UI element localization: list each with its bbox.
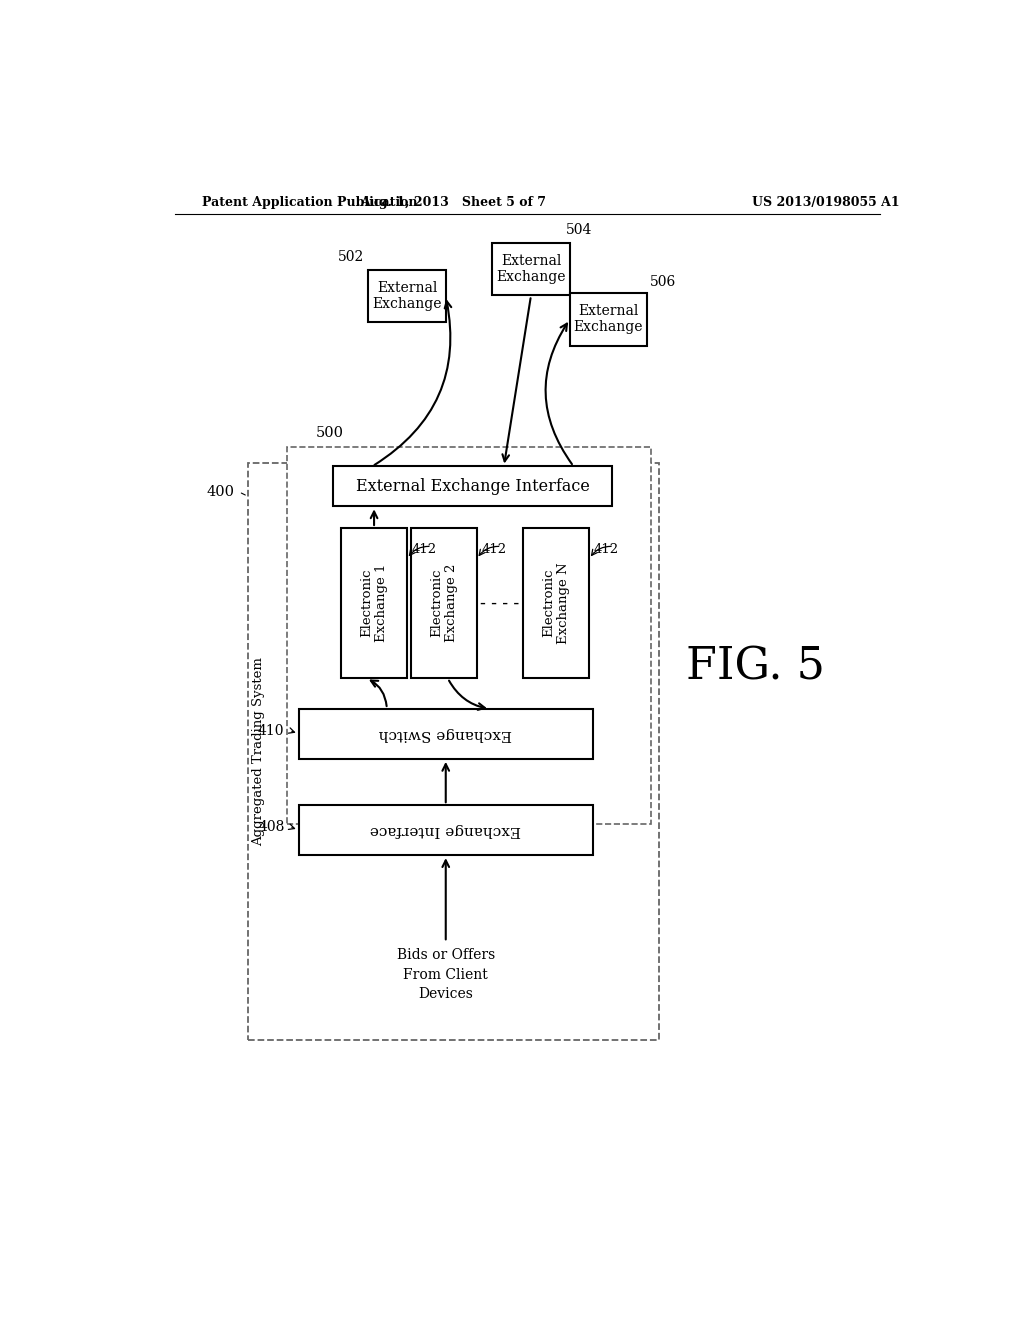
- Text: US 2013/0198055 A1: US 2013/0198055 A1: [752, 195, 899, 209]
- Text: 506: 506: [649, 276, 676, 289]
- Text: 504: 504: [566, 223, 592, 238]
- Bar: [411, 528, 477, 678]
- Text: External
Exchange: External Exchange: [573, 304, 643, 334]
- Bar: [523, 528, 589, 678]
- Text: 500: 500: [315, 426, 343, 441]
- Bar: [334, 466, 612, 507]
- Text: Aug. 1, 2013   Sheet 5 of 7: Aug. 1, 2013 Sheet 5 of 7: [360, 195, 547, 209]
- Text: 412: 412: [412, 543, 437, 556]
- Text: External Exchange Interface: External Exchange Interface: [356, 478, 590, 495]
- Text: Aggregated Trading System: Aggregated Trading System: [253, 657, 265, 846]
- Text: 412: 412: [594, 543, 618, 556]
- Text: Electronic
Exchange 1: Electronic Exchange 1: [360, 564, 388, 643]
- Text: - - - -: - - - -: [480, 594, 519, 612]
- Bar: [299, 805, 593, 855]
- Bar: [341, 528, 407, 678]
- Text: External
Exchange: External Exchange: [497, 255, 565, 284]
- Text: External
Exchange: External Exchange: [373, 281, 441, 312]
- Text: Electronic
Exchange N: Electronic Exchange N: [542, 562, 570, 644]
- Bar: [369, 271, 445, 322]
- Bar: [299, 709, 593, 759]
- Text: 502: 502: [338, 249, 365, 264]
- Bar: [493, 243, 569, 296]
- Text: Exchange Interface: Exchange Interface: [371, 824, 521, 837]
- Text: 410: 410: [258, 723, 285, 738]
- Bar: [248, 462, 658, 1040]
- Text: 408: 408: [258, 820, 285, 834]
- Text: Patent Application Publication: Patent Application Publication: [202, 195, 417, 209]
- Text: Bids or Offers
From Client
Devices: Bids or Offers From Client Devices: [396, 948, 495, 1001]
- Bar: [287, 447, 651, 825]
- Text: Exchange Switch: Exchange Switch: [379, 727, 512, 741]
- Bar: [569, 293, 647, 346]
- Text: 400: 400: [206, 484, 234, 499]
- Text: 412: 412: [481, 543, 507, 556]
- Text: Electronic
Exchange 2: Electronic Exchange 2: [430, 564, 458, 643]
- Text: FIG. 5: FIG. 5: [686, 645, 825, 688]
